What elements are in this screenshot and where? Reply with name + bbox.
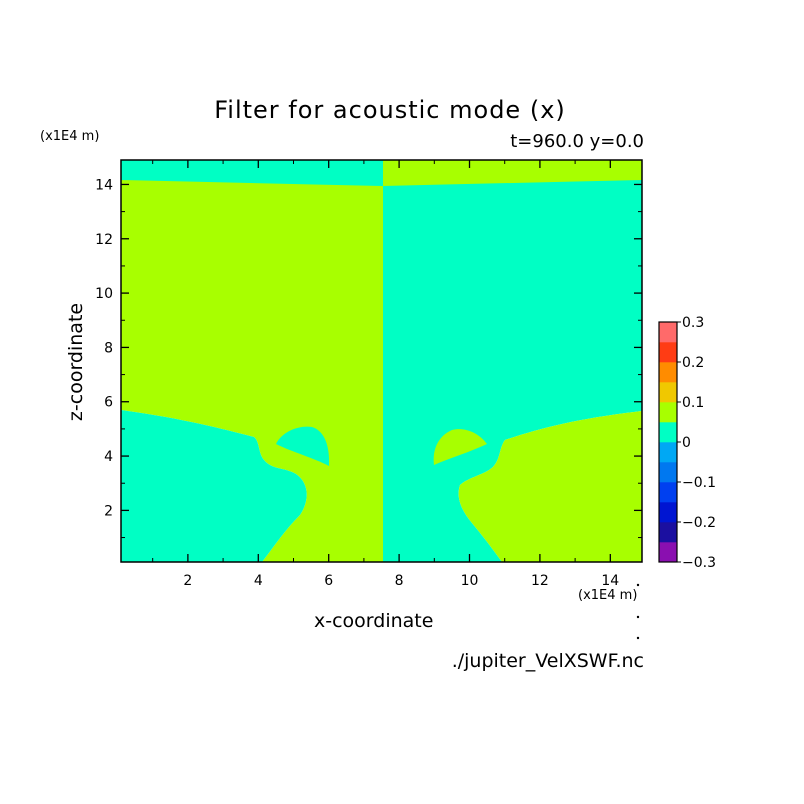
- right-lobe: [433, 429, 487, 465]
- y-tick-label: 10: [95, 286, 113, 302]
- plot-field: [121, 160, 642, 562]
- y-tick-label: 6: [104, 395, 113, 411]
- left-lobe: [276, 426, 330, 466]
- colorbar-swatch: [659, 442, 677, 463]
- colorbar-label: −0.1: [682, 475, 716, 491]
- colorbar-swatch: [659, 322, 677, 343]
- y-tick-label: 4: [104, 449, 113, 465]
- marker-dot: [636, 583, 640, 587]
- x-tick-label: 2: [183, 573, 192, 589]
- colorbar-swatch: [659, 422, 677, 443]
- chart-title: Filter for acoustic mode (x): [214, 96, 566, 124]
- right-upper-region: [383, 180, 642, 562]
- lower-left-region: [121, 410, 307, 562]
- colorbar-swatch: [659, 342, 677, 363]
- y-tick-label: 8: [104, 340, 113, 356]
- colorbar-label: 0: [682, 435, 691, 451]
- x-tick-label: 8: [395, 573, 404, 589]
- marker-dot: [636, 636, 640, 640]
- x-tick-label: 12: [531, 573, 549, 589]
- y-tick-label: 14: [95, 177, 113, 193]
- y-tick-label: 12: [95, 232, 113, 248]
- x-axis-multiplier: (x1E4 m): [578, 588, 638, 603]
- colorbar-swatch: [659, 362, 677, 383]
- marker-dot: [636, 615, 640, 619]
- x-tick-label: 6: [324, 573, 333, 589]
- y-tick-label: 2: [104, 503, 113, 519]
- colorbar-swatch: [659, 542, 677, 563]
- source-filename: ./jupiter_VelXSWF.nc: [451, 650, 644, 672]
- colorbar-swatch: [659, 462, 677, 483]
- x-axis-label: x-coordinate: [314, 610, 434, 632]
- lower-right-region: [458, 411, 642, 562]
- plot-frame: [120, 159, 643, 563]
- x-tick-label: 10: [461, 573, 479, 589]
- y-axis-multiplier: (x1E4 m): [40, 129, 100, 144]
- left-upper-region: [121, 180, 383, 562]
- colorbar-swatch: [659, 402, 677, 423]
- colorbar-label: 0.2: [682, 355, 704, 371]
- chart-subtitle: t=960.0 y=0.0: [510, 131, 644, 152]
- colorbar-swatch: [659, 502, 677, 523]
- x-tick-label: 14: [601, 573, 619, 589]
- colorbar-swatch: [659, 382, 677, 403]
- colorbar-label: 0.3: [682, 315, 704, 331]
- colorbar-swatch: [659, 522, 677, 543]
- colorbar-swatch: [659, 482, 677, 503]
- colorbar-label: 0.1: [682, 395, 704, 411]
- colorbar-label: −0.3: [682, 555, 716, 571]
- colorbar-label: −0.2: [682, 515, 716, 531]
- x-tick-label: 4: [254, 573, 263, 589]
